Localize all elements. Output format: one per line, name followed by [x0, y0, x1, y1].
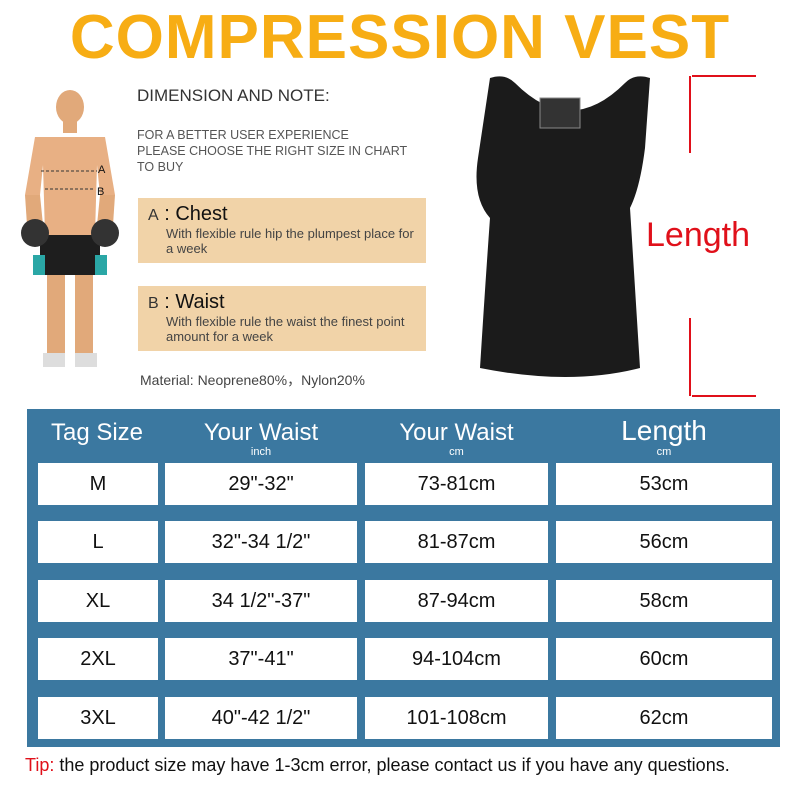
table-cell: L: [38, 521, 158, 563]
measure-name: Waist: [175, 291, 225, 313]
note-line: FOR A BETTER USER EXPERIENCE: [137, 128, 349, 142]
material-text: Material: Neoprene80%，Nylon20%: [140, 372, 365, 388]
table-cell: 32"-34 1/2": [165, 521, 357, 563]
measure-letter: A: [148, 207, 159, 224]
table-cell: 29"-32": [165, 463, 357, 505]
waist-measure-box: B : Waist With flexible rule the waist t…: [138, 286, 426, 351]
table-cell: XL: [38, 580, 158, 622]
table-cell: 87-94cm: [365, 580, 548, 622]
table-cell: 56cm: [556, 521, 772, 563]
table-cell: 37"-41": [165, 638, 357, 680]
header-length: Length cm: [621, 415, 707, 458]
measure-desc: With flexible rule the waist the finest …: [166, 314, 405, 344]
figure-label-b: B: [97, 186, 104, 198]
header-waist-cm: Your Waist cm: [399, 419, 514, 458]
tip-label: Tip:: [25, 755, 55, 775]
table-cell: 81-87cm: [365, 521, 548, 563]
table-cell: M: [38, 463, 158, 505]
table-cell: 73-81cm: [365, 463, 548, 505]
figure-label-a: A: [98, 164, 106, 176]
table-cell: 60cm: [556, 638, 772, 680]
table-cell: 2XL: [38, 638, 158, 680]
tip-text: Tip: the product size may have 1-3cm err…: [25, 755, 730, 776]
table-cell: 53cm: [556, 463, 772, 505]
measure-letter: B: [148, 295, 159, 312]
table-cell: 40"-42 1/2": [165, 697, 357, 739]
vest-product-image: [476, 75, 756, 397]
length-label: Length: [646, 216, 750, 254]
dimension-heading: DIMENSION AND NOTE:: [137, 86, 330, 105]
header-tag-size: Tag Size: [50, 419, 144, 446]
header-waist-inch: Your Waist inch: [203, 419, 319, 458]
table-cell: 62cm: [556, 697, 772, 739]
table-cell: 3XL: [38, 697, 158, 739]
tip-body: the product size may have 1-3cm error, p…: [54, 755, 730, 775]
table-cell: 34 1/2"-37": [165, 580, 357, 622]
table-cell: 94-104cm: [365, 638, 548, 680]
man-figure-illustration: A B: [21, 90, 119, 367]
note-line: PLEASE CHOOSE THE RIGHT SIZE IN CHART TO…: [137, 144, 407, 174]
page-title: COMPRESSION VEST: [69, 3, 731, 72]
note-text: FOR A BETTER USER EXPERIENCE PLEASE CHOO…: [137, 127, 427, 175]
chest-measure-box: A : Chest With flexible rule hip the plu…: [138, 198, 426, 263]
table-cell: 101-108cm: [365, 697, 548, 739]
size-chart-table: Tag Size Your Waist inch Your Waist cm Len…: [27, 409, 780, 747]
measure-desc: With flexible rule hip the plumpest plac…: [166, 226, 414, 256]
table-cell: 58cm: [556, 580, 772, 622]
measure-name: Chest: [175, 203, 228, 225]
